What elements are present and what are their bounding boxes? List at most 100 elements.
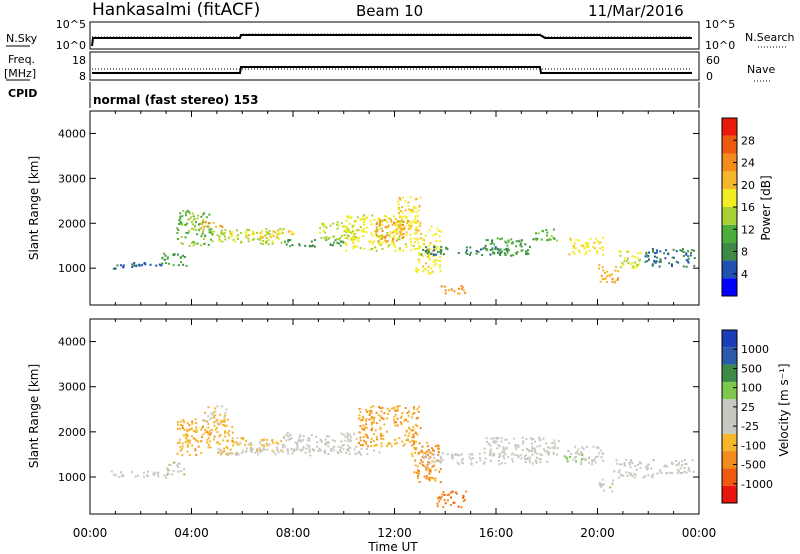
power-cell bbox=[344, 242, 347, 245]
power-cell bbox=[598, 264, 601, 266]
velocity-cell bbox=[366, 435, 369, 438]
power-cell bbox=[247, 234, 250, 237]
power-cell bbox=[401, 236, 404, 239]
velocity-cell bbox=[179, 449, 182, 452]
velocity-cell bbox=[370, 415, 373, 418]
velocity-cell bbox=[470, 458, 473, 461]
power-cell bbox=[416, 268, 419, 271]
power-cell bbox=[350, 237, 353, 240]
power-cell bbox=[604, 277, 607, 280]
time-tick-label: 00:00 bbox=[73, 526, 108, 540]
power-cell bbox=[569, 238, 572, 240]
power-cell bbox=[500, 237, 503, 240]
velocity-cell bbox=[618, 469, 621, 472]
power-cell bbox=[240, 232, 243, 234]
velocity-cell bbox=[629, 474, 632, 477]
power-cell bbox=[340, 234, 343, 237]
power-cell bbox=[506, 244, 509, 247]
velocity-cell bbox=[644, 475, 646, 478]
velocity-cell bbox=[631, 475, 634, 477]
colorbar-segment bbox=[722, 347, 737, 365]
power-cell bbox=[407, 227, 410, 230]
power-cell bbox=[376, 221, 378, 224]
power-cell bbox=[339, 244, 342, 247]
velocity-cell bbox=[412, 425, 415, 428]
velocity-cell bbox=[400, 421, 402, 424]
power-cell bbox=[371, 234, 374, 237]
velocity-cell bbox=[620, 463, 623, 466]
velocity-cell bbox=[316, 441, 319, 444]
power-cell bbox=[602, 269, 605, 272]
power-cell bbox=[291, 231, 294, 234]
velocity-cell bbox=[394, 438, 397, 441]
cpid-text: normal (fast stereo) 153 bbox=[93, 93, 259, 107]
power-cell bbox=[402, 249, 404, 252]
velocity-cell bbox=[456, 461, 459, 464]
velocity-cell bbox=[534, 451, 536, 454]
velocity-cell bbox=[370, 429, 373, 432]
power-cell bbox=[347, 228, 350, 231]
power-cell bbox=[163, 258, 166, 261]
velocity-cell bbox=[207, 426, 210, 429]
velocity-cell bbox=[324, 438, 327, 441]
velocity-cell bbox=[293, 450, 295, 452]
velocity-cell bbox=[411, 455, 414, 458]
power-cell bbox=[251, 231, 254, 234]
power-cell bbox=[588, 249, 591, 252]
power-cell bbox=[329, 244, 332, 247]
velocity-cell bbox=[373, 449, 376, 452]
power-cell bbox=[363, 223, 365, 226]
velocity-cell bbox=[482, 462, 485, 465]
nave-tick-top: 60 bbox=[706, 54, 720, 67]
power-cell bbox=[419, 237, 422, 240]
velocity-cell bbox=[214, 414, 217, 417]
power-cell bbox=[412, 245, 415, 247]
power-cell bbox=[485, 239, 488, 241]
power-cell bbox=[411, 225, 413, 228]
velocity-cell bbox=[598, 481, 601, 484]
power-cell bbox=[194, 242, 196, 245]
power-cell bbox=[575, 238, 578, 241]
velocity-cell bbox=[461, 457, 464, 460]
power-cell bbox=[181, 242, 184, 245]
power-cell bbox=[359, 226, 362, 229]
power-cell bbox=[418, 225, 421, 228]
power-cell bbox=[343, 229, 346, 232]
power-cell bbox=[324, 231, 326, 234]
velocity-cell bbox=[306, 439, 309, 442]
velocity-cell bbox=[251, 448, 254, 451]
velocity-cell bbox=[679, 467, 682, 470]
power-cell bbox=[369, 248, 372, 251]
velocity-cell bbox=[665, 465, 668, 468]
power-cell bbox=[434, 259, 437, 262]
power-cell bbox=[336, 238, 339, 241]
velocity-cell bbox=[428, 472, 431, 475]
velocity-cell bbox=[538, 458, 541, 460]
velocity-cell bbox=[415, 417, 418, 420]
power-cell bbox=[131, 263, 134, 266]
power-cell bbox=[405, 234, 408, 236]
velocity-cell bbox=[629, 466, 632, 469]
velocity-cell bbox=[330, 449, 332, 452]
velocity-cell bbox=[672, 462, 675, 465]
velocity-cell bbox=[429, 470, 432, 473]
power-cell bbox=[202, 228, 205, 231]
power-cell bbox=[494, 246, 497, 249]
velocity-cell bbox=[436, 502, 439, 505]
velocity-cell bbox=[434, 479, 437, 482]
power-cell bbox=[370, 232, 373, 235]
velocity-cell bbox=[546, 460, 549, 463]
velocity-cell bbox=[192, 437, 195, 440]
velocity-cell bbox=[416, 469, 419, 472]
velocity-cell bbox=[585, 445, 588, 448]
velocity-cell bbox=[552, 452, 555, 455]
velocity-cell bbox=[319, 438, 322, 441]
velocity-cell bbox=[401, 440, 404, 443]
velocity-cell bbox=[378, 405, 380, 408]
nsky-strip-frame bbox=[89, 21, 700, 50]
velocity-cell bbox=[350, 436, 353, 439]
velocity-cell bbox=[316, 445, 319, 448]
power-cell bbox=[416, 238, 419, 241]
velocity-cell bbox=[313, 448, 316, 451]
